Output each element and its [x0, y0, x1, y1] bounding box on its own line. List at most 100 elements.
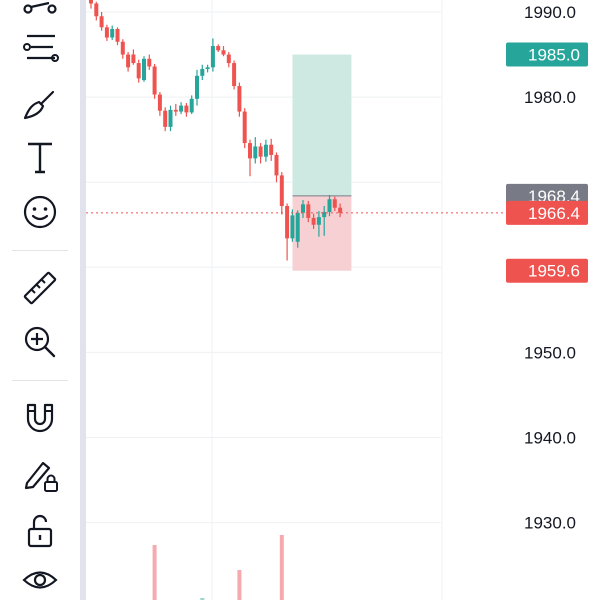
candle-body	[248, 143, 252, 159]
candle-body	[126, 54, 131, 68]
volume-bar	[152, 545, 157, 600]
price-axis[interactable]: 1990.0 1980.0 1950.0 1940.0 1930.0	[524, 3, 576, 533]
candle-body	[274, 154, 279, 176]
candle-body	[226, 54, 231, 64]
candlestick-series	[89, 0, 343, 261]
eye-button[interactable]	[14, 557, 66, 603]
candle	[195, 69, 199, 106]
toolbar-divider	[12, 380, 68, 381]
candle	[89, 0, 93, 9]
candle-body	[338, 207, 343, 213]
ruler-button[interactable]	[14, 265, 66, 311]
candle	[115, 27, 120, 46]
candle-body	[152, 66, 157, 95]
candle	[226, 51, 231, 68]
zoom-in-button[interactable]	[14, 319, 66, 365]
candle	[189, 95, 194, 115]
candle	[210, 38, 215, 72]
brush-icon	[23, 90, 55, 120]
price-tag-take-profit: 1985.0	[506, 42, 588, 67]
candle-body	[115, 29, 120, 42]
candle-body	[189, 98, 194, 113]
candle-body	[269, 144, 274, 155]
candle	[136, 59, 141, 83]
candle-body	[200, 69, 205, 76]
ruler-icon	[23, 271, 57, 305]
candle-body	[205, 67, 210, 70]
candle-body	[210, 46, 215, 68]
candle-body	[184, 105, 189, 113]
text-tool-icon	[28, 142, 52, 174]
lock-drawing-button[interactable]	[14, 451, 66, 497]
candle	[269, 138, 274, 161]
candle	[311, 213, 316, 230]
price-tag-bg	[506, 42, 588, 67]
candle-body	[311, 217, 316, 225]
candle-body	[120, 41, 125, 55]
candle	[322, 206, 327, 236]
eye-icon	[22, 571, 58, 589]
candle	[200, 64, 205, 81]
emoji-icon	[23, 195, 57, 229]
candle	[316, 211, 321, 237]
candle	[152, 63, 157, 99]
candle-body	[327, 199, 332, 212]
candle	[338, 203, 343, 218]
candle	[248, 139, 252, 177]
candle-body	[104, 27, 109, 38]
magnet-button[interactable]	[14, 395, 66, 441]
candle	[274, 152, 279, 183]
fib-levels-icon	[23, 34, 59, 62]
fib-levels-button[interactable]	[14, 24, 66, 70]
unlock-button[interactable]	[14, 508, 66, 554]
candle-body	[195, 75, 199, 99]
text-tool-button[interactable]	[14, 134, 66, 180]
volume-bars	[152, 535, 284, 600]
drawing-toolbar	[0, 0, 80, 600]
profit-zone	[292, 54, 352, 196]
candle-body	[147, 58, 152, 67]
candle	[258, 143, 263, 164]
candle-body	[285, 206, 290, 239]
emoji-button[interactable]	[14, 189, 66, 235]
volume-bar	[279, 535, 284, 600]
candle	[163, 107, 168, 132]
magnet-icon	[26, 403, 54, 433]
lock-drawing-icon	[24, 461, 58, 492]
candle	[237, 82, 242, 117]
brush-button[interactable]	[14, 82, 66, 128]
line-tool-button[interactable]	[14, 0, 66, 23]
candle	[120, 39, 125, 59]
price-tag-label: 1966.4	[528, 204, 580, 223]
candle	[184, 103, 189, 117]
chart-left-border	[80, 0, 86, 600]
candle	[279, 171, 284, 215]
candle-body	[232, 63, 237, 87]
candle-body	[322, 211, 327, 218]
candle	[295, 210, 300, 248]
volume-bar	[237, 570, 242, 600]
candle-body	[301, 204, 305, 213]
candle-body	[142, 58, 146, 81]
line-tool-icon	[23, 1, 57, 14]
candle	[306, 200, 311, 223]
price-axis-label: 1950.0	[524, 343, 576, 362]
candle	[168, 105, 173, 132]
candle-body	[263, 144, 268, 157]
price-tag-label: 1985.0	[528, 46, 580, 65]
price-chart[interactable]: 1990.0 1980.0 1950.0 1940.0 1930.0 1985.0 196…	[86, 0, 600, 600]
candle	[327, 194, 332, 217]
candle-body	[237, 86, 242, 112]
candle-body	[179, 105, 184, 112]
toolbar-divider	[12, 250, 68, 251]
candle	[94, 1, 99, 21]
candle-body	[99, 16, 104, 28]
volume-bar	[200, 598, 205, 600]
candle-body	[168, 109, 173, 127]
candle	[301, 200, 305, 218]
candle	[253, 137, 258, 164]
candle-body	[157, 94, 162, 111]
long-position-tool[interactable]	[292, 54, 352, 271]
price-tag-bg	[506, 200, 588, 225]
